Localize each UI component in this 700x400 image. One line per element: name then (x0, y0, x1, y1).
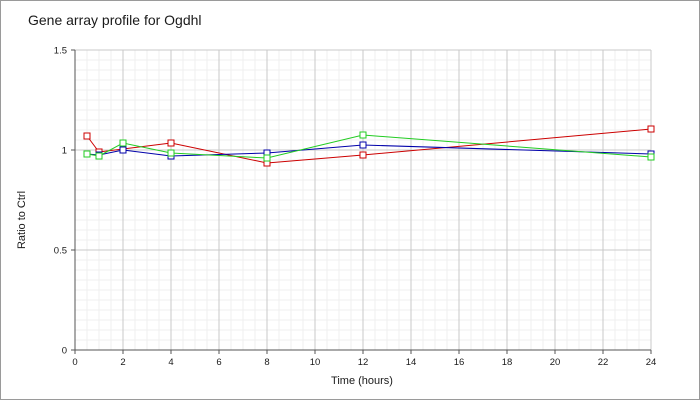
data-point-marker (119, 146, 127, 154)
x-tick-label: 6 (216, 357, 221, 368)
x-tick-label: 20 (550, 357, 561, 368)
data-point-marker (119, 139, 127, 147)
y-tick-label: 0 (62, 346, 67, 357)
y-axis-label: Ratio to Ctrl (16, 191, 28, 249)
x-tick-label: 10 (310, 357, 321, 368)
x-tick-label: 12 (358, 357, 369, 368)
y-tick-label: 0.5 (54, 246, 67, 257)
x-tick-labels: 0 2 4 6 8 10 12 14 16 18 20 22 24 (72, 357, 656, 368)
x-tick-label: 8 (264, 357, 269, 368)
y-tick-label: 1 (62, 146, 67, 157)
series-3 (83, 131, 655, 162)
data-point-marker (83, 132, 91, 140)
series-layer (83, 125, 655, 167)
data-point-marker (647, 125, 655, 133)
x-tick-label: 22 (598, 357, 609, 368)
data-point-marker (359, 141, 367, 149)
data-point-marker (359, 151, 367, 159)
x-tick-label: 2 (120, 357, 125, 368)
data-point-marker (95, 152, 103, 160)
data-point-marker (167, 139, 175, 147)
x-tick-label: 14 (406, 357, 417, 368)
x-tick-label: 24 (646, 357, 657, 368)
data-point-marker (359, 131, 367, 139)
chart-title: Gene array profile for Ogdhl (28, 12, 202, 28)
x-tick-label: 0 (72, 357, 77, 368)
y-tick-labels: 0 0.5 1 1.5 (54, 46, 67, 357)
y-tick-label: 1.5 (54, 46, 67, 57)
x-tick-label: 16 (454, 357, 465, 368)
data-point-marker (263, 154, 271, 162)
data-point-marker (83, 150, 91, 158)
x-tick-label: 4 (168, 357, 173, 368)
x-tick-label: 18 (502, 357, 513, 368)
x-axis-label: Time (hours) (331, 375, 393, 387)
data-point-marker (647, 153, 655, 161)
axes (71, 49, 652, 354)
data-point-marker (167, 149, 175, 157)
